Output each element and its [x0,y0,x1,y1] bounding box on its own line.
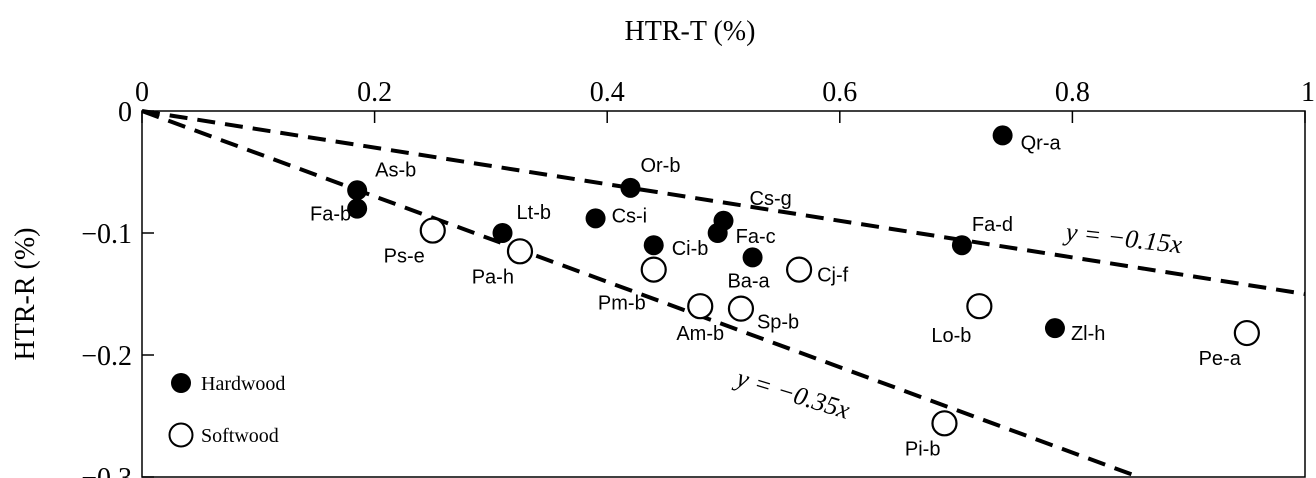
hardwood-point [585,208,606,229]
hardwood-point [707,223,728,243]
softwood-point [931,410,958,437]
y-tick-label: −0.1 [81,219,132,250]
point-label: Ps-e [384,246,425,268]
tick-layer: 0 0.2 0.4 0.6 0.8 1 0 −0.1 −0.2 −0.3 [81,77,1315,478]
point-label: Ci-b [672,238,709,260]
point-label: Lt-b [517,202,551,224]
point-label: Ba-a [727,270,770,292]
hardwood-point [347,198,368,219]
point-label: Fa-d [972,214,1013,236]
hardwood-point [992,125,1013,146]
x-tick-label: 0.6 [822,77,857,108]
softwood-point [419,217,446,244]
y-tick-label: −0.2 [81,341,132,372]
softwood-point [506,238,534,265]
hardwood-point [620,177,641,198]
point-label: Sp-b [757,312,799,334]
softwood-point [1233,319,1260,347]
point-label: Am-b [676,323,724,345]
y-tick-label: −0.3 [81,463,132,478]
hardwood-point [492,223,513,243]
x-tick-label: 0.8 [1055,77,1090,108]
softwood-point [966,293,993,320]
softwood-point [785,256,813,283]
legend-label-softwood: Softwood [201,425,279,447]
x-tick-label: 0.4 [590,77,625,108]
point-label: Cj-f [817,265,849,287]
hardwood-point [951,235,972,256]
softwood-point [687,293,714,320]
point-label: Zl-h [1071,323,1105,345]
point-label: Pe-a [1199,348,1242,370]
point-label: Pm-b [598,293,646,315]
point-label: Cs-g [750,188,792,210]
y-axis-title: HTR-R (%) [10,228,41,361]
point-label: As-b [375,159,416,181]
x-tick-label: 1 [1301,77,1315,108]
legend-label-hardwood: Hardwood [201,373,285,395]
point-label: Pi-b [905,438,941,460]
hardwood-point [347,180,368,201]
point-label: Lo-b [931,325,971,347]
point-label: Fa-b [310,204,351,226]
x-tick-label: 0 [135,77,149,108]
legend-marker-softwood [168,422,194,448]
reference-line [141,109,1306,296]
softwood-point [727,295,755,322]
y-tick-label: 0 [118,97,132,128]
point-label: Pa-h [472,266,514,288]
data-points: As-b Fa-b Lt-b Cs-i Or-b Ci-b Cs-g Fa-c Ba-a Fa-d… [310,125,1260,460]
x-tick-label: 0.2 [357,77,392,108]
point-label: Qr-a [1021,132,1062,154]
legend-marker-hardwood [171,373,191,393]
point-label: Fa-c [736,226,776,248]
hardwood-point [1044,318,1065,339]
hardwood-point [742,247,763,268]
point-label: Cs-i [612,205,648,227]
point-label: Or-b [640,155,680,177]
softwood-point [640,256,667,283]
x-axis-title: HTR-T (%) [625,16,756,47]
hardwood-point [643,235,664,256]
reference-line [141,109,1140,478]
legend: Hardwood Softwood [168,373,285,448]
